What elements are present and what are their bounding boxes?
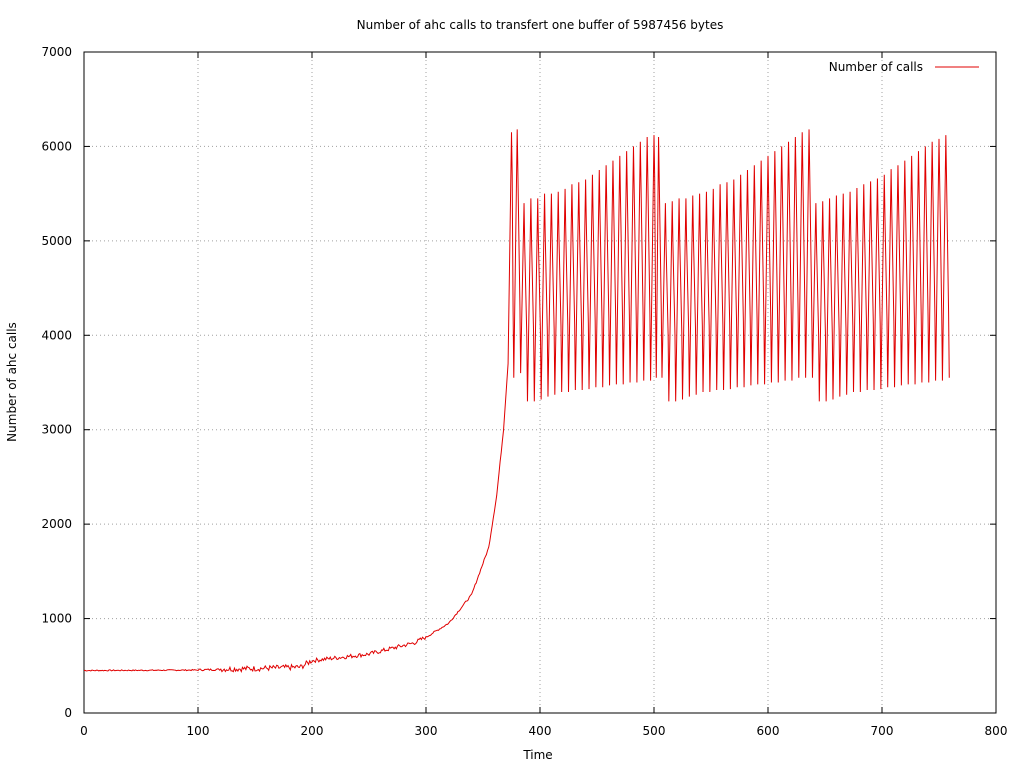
x-tick-labels: 0 100 200 300 400 500 600 700 800 <box>80 724 1007 738</box>
axis-ticks <box>83 51 997 714</box>
x-tick-label: 600 <box>757 724 780 738</box>
x-axis-label: Time <box>522 748 552 762</box>
series-layer <box>83 129 950 673</box>
x-tick-label: 0 <box>80 724 88 738</box>
y-tick-label: 5000 <box>41 234 72 248</box>
x-tick-label: 700 <box>871 724 894 738</box>
y-tick-label: 3000 <box>41 423 72 437</box>
x-tick-label: 400 <box>529 724 552 738</box>
x-tick-label: 500 <box>643 724 666 738</box>
plot-frame <box>83 51 997 714</box>
x-tick-label: 800 <box>985 724 1008 738</box>
grid-lines <box>84 52 996 713</box>
legend-label: Number of calls <box>829 60 923 74</box>
chart-title: Number of ahc calls to transfert one buf… <box>357 18 724 32</box>
y-tick-label: 7000 <box>41 45 72 59</box>
y-tick-label: 0 <box>64 706 72 720</box>
y-tick-label: 2000 <box>41 517 72 531</box>
y-tick-label: 1000 <box>41 612 72 626</box>
legend: Number of calls <box>829 60 979 74</box>
y-axis-label: Number of ahc calls <box>5 322 19 442</box>
y-tick-label: 4000 <box>41 328 72 342</box>
x-tick-label: 200 <box>301 724 324 738</box>
x-tick-label: 300 <box>415 724 438 738</box>
y-tick-label: 6000 <box>41 139 72 153</box>
x-tick-label: 100 <box>187 724 210 738</box>
y-tick-labels: 0 1000 2000 3000 4000 5000 6000 7000 <box>41 45 72 720</box>
series-line-number-of-calls <box>83 129 950 673</box>
